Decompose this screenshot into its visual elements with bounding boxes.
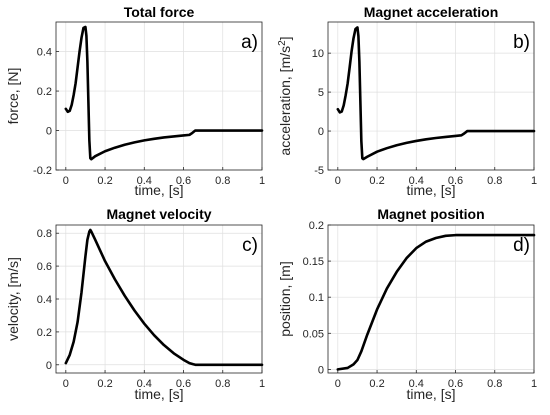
chart-magnet-acceleration-x-axis-label: time, [s]	[406, 182, 455, 198]
chart-magnet-acceleration-series-line	[336, 26, 536, 161]
chart-magnet-position-x-tick-label: 0	[335, 378, 341, 390]
chart-magnet-acceleration-y-axis-label-main: acceleration, [m/s	[277, 46, 293, 156]
chart-magnet-position-y-tick-label: 0.2	[309, 220, 324, 232]
chart-magnet-position-title: Magnet position	[377, 206, 484, 222]
chart-magnet-velocity-y-axis-label: velocity, [m/s]	[5, 257, 21, 341]
chart-total-force-x-tick-label: 0.6	[176, 175, 191, 187]
chart-magnet-velocity-y-tick-label: 0.4	[37, 294, 52, 306]
chart-magnet-velocity-x-tick-label: 0.8	[215, 378, 230, 390]
chart-total-force-x-tick-label: 1	[259, 175, 265, 187]
chart-magnet-acceleration-x-tick-label: 0.6	[448, 175, 463, 187]
chart-total-force-x-tick-label: 0.2	[97, 175, 112, 187]
chart-magnet-acceleration-x-tick-label: 1	[531, 175, 537, 187]
panel-magnet-acceleration: 0 0.2 0.4 0.6 0.8 1 -5 0 5 10 Magnet acceleration b…	[277, 4, 537, 198]
chart-magnet-velocity-title: Magnet velocity	[106, 206, 211, 222]
chart-magnet-position-series-line	[336, 233, 536, 371]
chart-magnet-acceleration-y-axis-label-end: ]	[277, 36, 293, 40]
chart-magnet-position-x-tick-label: 1	[531, 378, 537, 390]
chart-total-force-y-tick-label: 0.4	[37, 47, 52, 59]
panel-magnet-velocity: 0 0.2 0.4 0.6 0.8 1 0 0.2 0.4 0.6 0.8 Magnet veloci…	[5, 206, 265, 402]
chart-magnet-velocity-y-tick-label: 0.8	[37, 228, 52, 240]
chart-total-force-title: Total force	[124, 4, 195, 20]
chart-total-force-panel-letter: a)	[241, 32, 258, 53]
chart-magnet-acceleration-y-axis-label: acceleration, [m/s2]	[277, 36, 293, 155]
chart-magnet-position-x-tick-label: 0.2	[369, 378, 384, 390]
chart-magnet-velocity-x-tick-label: 0	[63, 378, 69, 390]
chart-magnet-velocity-x-tick-label: 0.4	[137, 378, 152, 390]
chart-magnet-velocity-x-tick-label: 0.6	[176, 378, 191, 390]
chart-magnet-position-x-axis-label: time, [s]	[406, 386, 455, 402]
chart-magnet-position-axes-frame	[327, 224, 535, 374]
chart-magnet-position-y-tick-label: 0.05	[303, 328, 324, 340]
chart-magnet-position-x-tick-label: 0.4	[409, 378, 424, 390]
panel-total-force: 0 0.2 0.4 0.6 0.8 1 -0.2 0 0.2 0.4 Total force a) ti…	[5, 4, 265, 198]
chart-magnet-acceleration-x-tick-label: 0.2	[369, 175, 384, 187]
chart-total-force-axes-frame	[55, 21, 263, 171]
chart-magnet-acceleration-axes-frame	[327, 21, 535, 171]
chart-magnet-acceleration-y-tick-label: -5	[314, 165, 324, 177]
chart-total-force-y-tick-label: 0.2	[37, 86, 52, 98]
chart-magnet-velocity-y-tick-label: 0.6	[37, 261, 52, 273]
chart-total-force-x-tick-label: 0.4	[137, 175, 152, 187]
chart-magnet-position-y-tick-label: 0.1	[309, 292, 324, 304]
chart-total-force-x-tick-label: 0.8	[215, 175, 230, 187]
chart-magnet-position-x-tick-label: 0.8	[487, 378, 502, 390]
chart-magnet-acceleration-x-tick-label: 0.4	[409, 175, 424, 187]
chart-magnet-acceleration-x-tick-label: 0	[335, 175, 341, 187]
chart-magnet-position-y-axis-label: position, [m]	[277, 261, 293, 336]
chart-total-force-y-tick-label: 0	[46, 126, 52, 138]
chart-magnet-acceleration-y-axis-label-sup: 2	[277, 40, 288, 46]
chart-total-force-y-tick-label: -0.2	[33, 165, 52, 177]
chart-magnet-position-y-tick-label: 0	[318, 364, 324, 376]
chart-total-force-x-axis-label: time, [s]	[134, 182, 183, 198]
chart-total-force-y-axis-label: force, [N]	[5, 68, 21, 125]
chart-magnet-velocity-x-axis-label: time, [s]	[134, 386, 183, 402]
panel-magnet-position: 0 0.2 0.4 0.6 0.8 1 0 0.05 0.1 0.15 0.2 Magnet posi…	[277, 206, 537, 402]
chart-magnet-acceleration-panel-letter: b)	[513, 32, 530, 53]
chart-magnet-velocity-x-tick-label: 1	[259, 378, 265, 390]
chart-magnet-position-x-tick-label: 0.6	[448, 378, 463, 390]
chart-magnet-velocity-series-line	[64, 228, 264, 367]
chart-magnet-position-y-tick-label: 0.15	[303, 256, 324, 268]
chart-magnet-velocity-y-tick-label: 0	[46, 360, 52, 372]
chart-magnet-acceleration-y-tick-label: 0	[318, 126, 324, 138]
chart-magnet-acceleration-title: Magnet acceleration	[364, 4, 499, 20]
chart-magnet-acceleration-y-tick-label: 5	[318, 87, 324, 99]
chart-magnet-velocity-y-tick-label: 0.2	[37, 327, 52, 339]
chart-total-force-series-line	[64, 25, 264, 161]
chart-magnet-position-panel-letter: d)	[513, 235, 530, 256]
chart-magnet-velocity-panel-letter: c)	[242, 235, 258, 256]
chart-total-force-x-tick-label: 0	[63, 175, 69, 187]
chart-magnet-velocity-x-tick-label: 0.2	[97, 378, 112, 390]
chart-magnet-acceleration-y-tick-label: 10	[312, 48, 324, 60]
chart-magnet-acceleration-x-tick-label: 0.8	[487, 175, 502, 187]
